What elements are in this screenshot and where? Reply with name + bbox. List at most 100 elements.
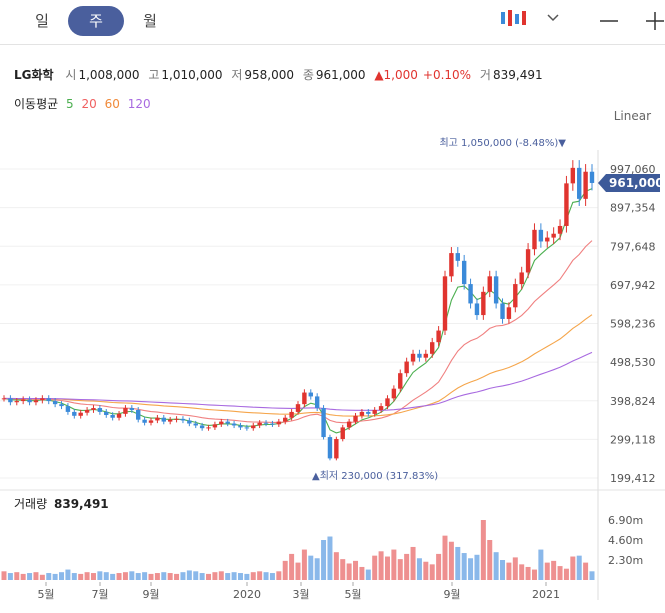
candle-body [84, 409, 90, 413]
volume-bar [410, 546, 416, 580]
volume-bar [97, 571, 103, 580]
candle-body [461, 260, 467, 285]
ma5-label: 5 [66, 97, 74, 111]
candle-body [257, 422, 262, 426]
candle-body [33, 400, 39, 403]
volume-bar [71, 573, 77, 580]
volume-bar [257, 571, 263, 580]
volume-bar [327, 536, 333, 580]
candle-body [366, 411, 371, 414]
candle-body [276, 421, 282, 425]
volume-bar [333, 552, 339, 580]
low-value: 958,000 [244, 68, 294, 82]
price-axis: 997,060 897,354 797,648 697,942 598,236 498,5… [610, 163, 656, 485]
high-value: 1,010,000 [161, 68, 223, 82]
volume-bar [110, 573, 116, 580]
volume-bar [436, 553, 442, 580]
volume-bar [295, 562, 301, 580]
candle-body [199, 425, 205, 429]
volume-bar [500, 560, 506, 580]
plus-icon[interactable] [644, 10, 665, 36]
candle-body [270, 423, 275, 425]
volume-bar [493, 552, 499, 580]
volume-bar [404, 553, 410, 580]
volume-bar [142, 572, 148, 580]
volume-bar [365, 569, 371, 580]
candle-body [513, 284, 518, 308]
volume-bar [148, 573, 154, 580]
tab-month[interactable]: 월 [143, 12, 157, 30]
volume-panel-label: 거래량 [14, 497, 47, 511]
candle-body [474, 303, 480, 316]
candle-body [180, 418, 186, 421]
volume-bar [174, 573, 180, 580]
candle-body [14, 401, 19, 403]
volume-bar [33, 572, 39, 580]
volume-bar [512, 557, 518, 580]
volume-bar [531, 569, 537, 580]
volume-bar [378, 551, 384, 580]
volume-bar [353, 560, 359, 580]
candle-body [161, 417, 166, 422]
volume-bar [455, 546, 461, 580]
volume-bar [78, 573, 84, 580]
change-value: ▲1,000 [374, 68, 418, 82]
candle-body [493, 276, 499, 304]
price-tick-label: 897,354 [610, 202, 656, 215]
candle-body [442, 276, 448, 331]
volume-bar [487, 540, 493, 580]
candle-body [557, 225, 563, 234]
volume-tick-label: 2.30m [608, 554, 643, 567]
volume-bars [1, 520, 595, 580]
volume-bar [269, 573, 275, 580]
chevron-down-icon[interactable] [546, 10, 560, 29]
volume-bar [161, 572, 167, 580]
volume-bar [206, 573, 212, 580]
volume-bar [84, 572, 90, 580]
candle-body [410, 353, 416, 362]
candle-body [378, 406, 384, 410]
open-label: 시 [65, 68, 77, 82]
candle-body [430, 342, 435, 354]
minus-icon[interactable] [598, 10, 620, 36]
volume-bar [52, 573, 58, 580]
candlestick-icon[interactable] [498, 8, 528, 34]
volume-bar [276, 571, 282, 580]
volume-bar [116, 573, 122, 580]
period-tabs: 일 주 월 [0, 0, 665, 45]
candle-body [116, 413, 122, 418]
candle-body [500, 303, 505, 319]
volume-bar [442, 535, 448, 580]
candle-body [570, 167, 576, 184]
tab-day[interactable]: 일 [35, 12, 49, 30]
volume-bar [448, 541, 454, 580]
volume-bar [289, 553, 295, 580]
candle-body [481, 291, 486, 316]
candle-body [40, 398, 45, 401]
price-tick-label: 697,942 [610, 279, 656, 292]
candle-body [449, 253, 454, 277]
time-tick-label: 7월 [91, 588, 108, 601]
ma-label: 이동평균 [14, 97, 59, 111]
volume-bar [474, 554, 480, 580]
current-price-badge [598, 173, 660, 192]
volume-bar [199, 573, 205, 580]
candle-body [545, 237, 550, 242]
candle-body [398, 373, 403, 389]
volume-bar [39, 574, 45, 580]
scale-selector[interactable]: Linear [613, 109, 651, 123]
volume-axis: 6.90m 4.60m 2.30m [608, 514, 643, 567]
high-label: 고 [148, 68, 160, 82]
tab-week[interactable]: 주 [68, 6, 124, 36]
candle-body [52, 401, 58, 405]
volume-bar [557, 566, 563, 580]
volume-bar [167, 573, 173, 580]
volume-bar [359, 566, 365, 580]
candle-body [359, 411, 365, 416]
volume-bar [544, 562, 550, 580]
candle-body [104, 411, 109, 416]
volume-bar [218, 571, 224, 580]
candle-body [417, 353, 422, 358]
volume-bar [301, 549, 307, 580]
